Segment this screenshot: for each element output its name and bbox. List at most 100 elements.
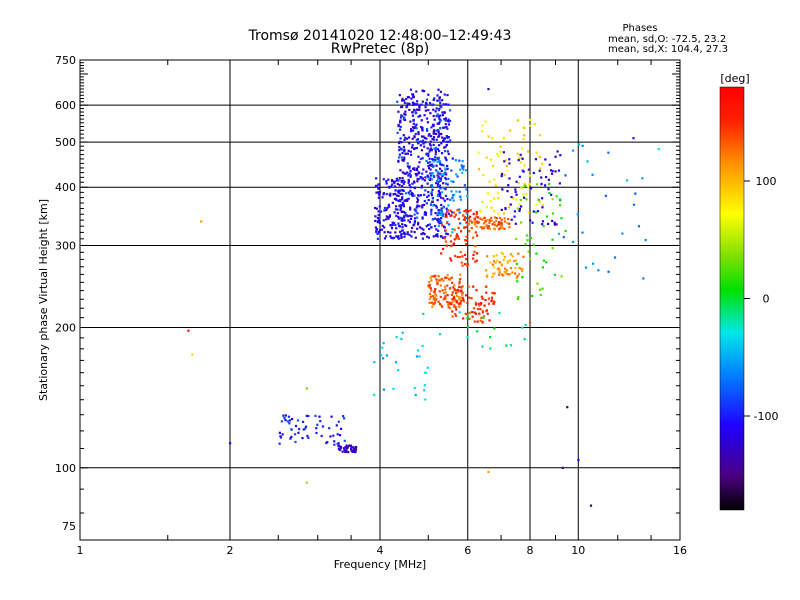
- data-point: [500, 273, 504, 276]
- data-point: [446, 209, 450, 212]
- data-point: [411, 182, 414, 185]
- data-point: [474, 245, 477, 248]
- data-point: [466, 336, 469, 339]
- data-point: [450, 190, 453, 193]
- data-point: [446, 183, 449, 186]
- data-point: [430, 147, 433, 150]
- data-point: [497, 212, 500, 215]
- data-point: [485, 156, 488, 159]
- data-point: [413, 231, 416, 234]
- data-point: [419, 103, 422, 106]
- data-point: [498, 227, 501, 230]
- data-point: [389, 192, 392, 195]
- data-point: [416, 204, 419, 207]
- data-point: [429, 174, 433, 177]
- data-point: [398, 189, 401, 193]
- data-point: [546, 222, 550, 226]
- data-point: [305, 481, 308, 484]
- data-point: [522, 255, 525, 258]
- data-point: [514, 198, 518, 201]
- data-point: [435, 179, 439, 183]
- data-point: [457, 302, 460, 305]
- y-tick-label: 100: [55, 462, 76, 475]
- data-point: [279, 435, 282, 438]
- data-point: [439, 295, 442, 299]
- data-point: [438, 333, 442, 336]
- data-point: [445, 276, 448, 280]
- data-point: [408, 214, 411, 217]
- data-point: [385, 218, 388, 221]
- data-point: [578, 143, 581, 146]
- data-point: [432, 136, 436, 139]
- data-point: [438, 302, 442, 306]
- data-point: [425, 225, 428, 228]
- data-point: [402, 134, 405, 137]
- data-point: [396, 212, 399, 215]
- data-point: [403, 235, 406, 238]
- data-point: [496, 191, 499, 195]
- data-point: [543, 184, 547, 187]
- data-point: [447, 212, 451, 215]
- data-point: [415, 90, 418, 93]
- data-point: [407, 181, 410, 184]
- data-point: [401, 158, 404, 162]
- data-point: [502, 151, 505, 154]
- data-point: [437, 275, 440, 278]
- data-point: [403, 118, 407, 122]
- data-point: [551, 170, 554, 173]
- data-point: [400, 236, 403, 239]
- data-point: [446, 221, 449, 224]
- data-point: [424, 176, 427, 179]
- data-point: [518, 266, 521, 270]
- data-point: [415, 127, 418, 130]
- data-point: [373, 393, 376, 396]
- data-point: [398, 128, 402, 131]
- data-point: [490, 137, 493, 140]
- data-point: [430, 178, 434, 181]
- data-point: [503, 220, 507, 223]
- data-point: [463, 218, 466, 221]
- data-point: [412, 96, 415, 99]
- data-point: [338, 445, 341, 448]
- colorbar-tick-label: 0: [763, 293, 770, 306]
- data-point: [394, 208, 397, 211]
- data-point: [438, 161, 442, 164]
- data-point: [491, 263, 494, 266]
- data-point: [479, 301, 483, 305]
- data-point: [489, 261, 492, 264]
- data-point: [481, 345, 484, 348]
- data-point: [402, 218, 405, 222]
- data-point: [445, 207, 448, 210]
- data-point: [383, 209, 386, 212]
- x-axis-label: Frequency [MHz]: [334, 558, 426, 571]
- data-point: [444, 194, 448, 197]
- data-point: [378, 210, 382, 213]
- data-point: [509, 344, 513, 347]
- data-point: [454, 299, 457, 302]
- data-point: [473, 320, 476, 323]
- data-point: [477, 221, 480, 224]
- data-point: [427, 177, 430, 180]
- data-point: [481, 130, 484, 133]
- data-point: [523, 164, 526, 167]
- data-point: [522, 193, 525, 196]
- y-tick-label: 600: [55, 99, 76, 112]
- data-point: [501, 227, 504, 230]
- data-point: [352, 446, 355, 449]
- data-point: [503, 173, 506, 177]
- data-point: [373, 361, 376, 364]
- data-point: [515, 276, 519, 280]
- data-point: [542, 259, 546, 262]
- data-point: [413, 136, 416, 139]
- data-point: [430, 289, 433, 292]
- data-point: [447, 123, 451, 126]
- data-point: [398, 153, 401, 156]
- data-point: [401, 226, 404, 229]
- data-point: [493, 272, 496, 275]
- data-point: [433, 225, 437, 228]
- data-point: [433, 275, 436, 278]
- data-point: [500, 225, 503, 228]
- data-point: [475, 212, 478, 216]
- data-point: [447, 152, 450, 156]
- data-point: [498, 268, 501, 271]
